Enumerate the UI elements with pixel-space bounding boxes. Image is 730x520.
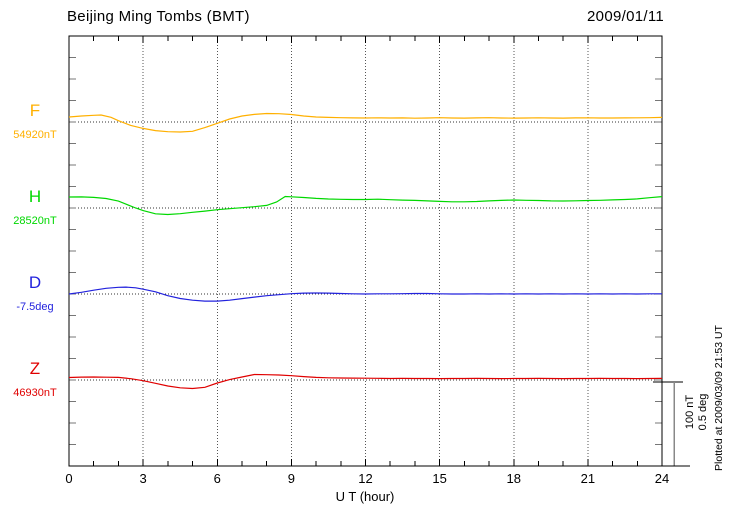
channel-label-H: H [28,187,42,206]
x-tick-label: 3 [139,471,147,486]
channel-baseline-H: 28520nT [13,215,57,227]
x-tick-label: 12 [358,471,373,486]
x-tick-label: 21 [580,471,596,486]
trace-D [68,286,662,302]
x-tick-label: 6 [213,471,221,486]
chart-title: Beijing Ming Tombs (BMT) [67,8,250,25]
plot-frame [68,35,663,467]
channel-label-D: D [28,273,42,292]
x-tick-label: 9 [287,471,295,486]
x-tick-label: 15 [432,471,447,486]
chart-date: 2009/01/11 [587,8,664,25]
scale-label-deg: 0.5 deg [697,393,709,431]
channel-label-Z: Z [29,359,41,378]
channel-label-F: F [29,101,41,120]
channel-baseline-F: 54920nT [13,129,57,141]
scale-bar-labels: 100 nT 0.5 deg [684,369,710,455]
x-tick-label: 18 [506,471,521,486]
trace-Z [68,373,663,390]
scale-label-nt: 100 nT [684,394,696,430]
trace-F [68,112,663,133]
trace-H [68,195,663,216]
x-tick-label: 0 [65,471,73,486]
x-axis-label: U T (hour) [335,489,395,504]
channel-baseline-D: -7.5deg [16,301,54,313]
plotted-at-note: Plotted at 2009/03/09 21:53 UT [713,325,725,471]
x-tick-label: 24 [654,471,670,486]
channel-baseline-Z: 46930nT [13,387,57,399]
